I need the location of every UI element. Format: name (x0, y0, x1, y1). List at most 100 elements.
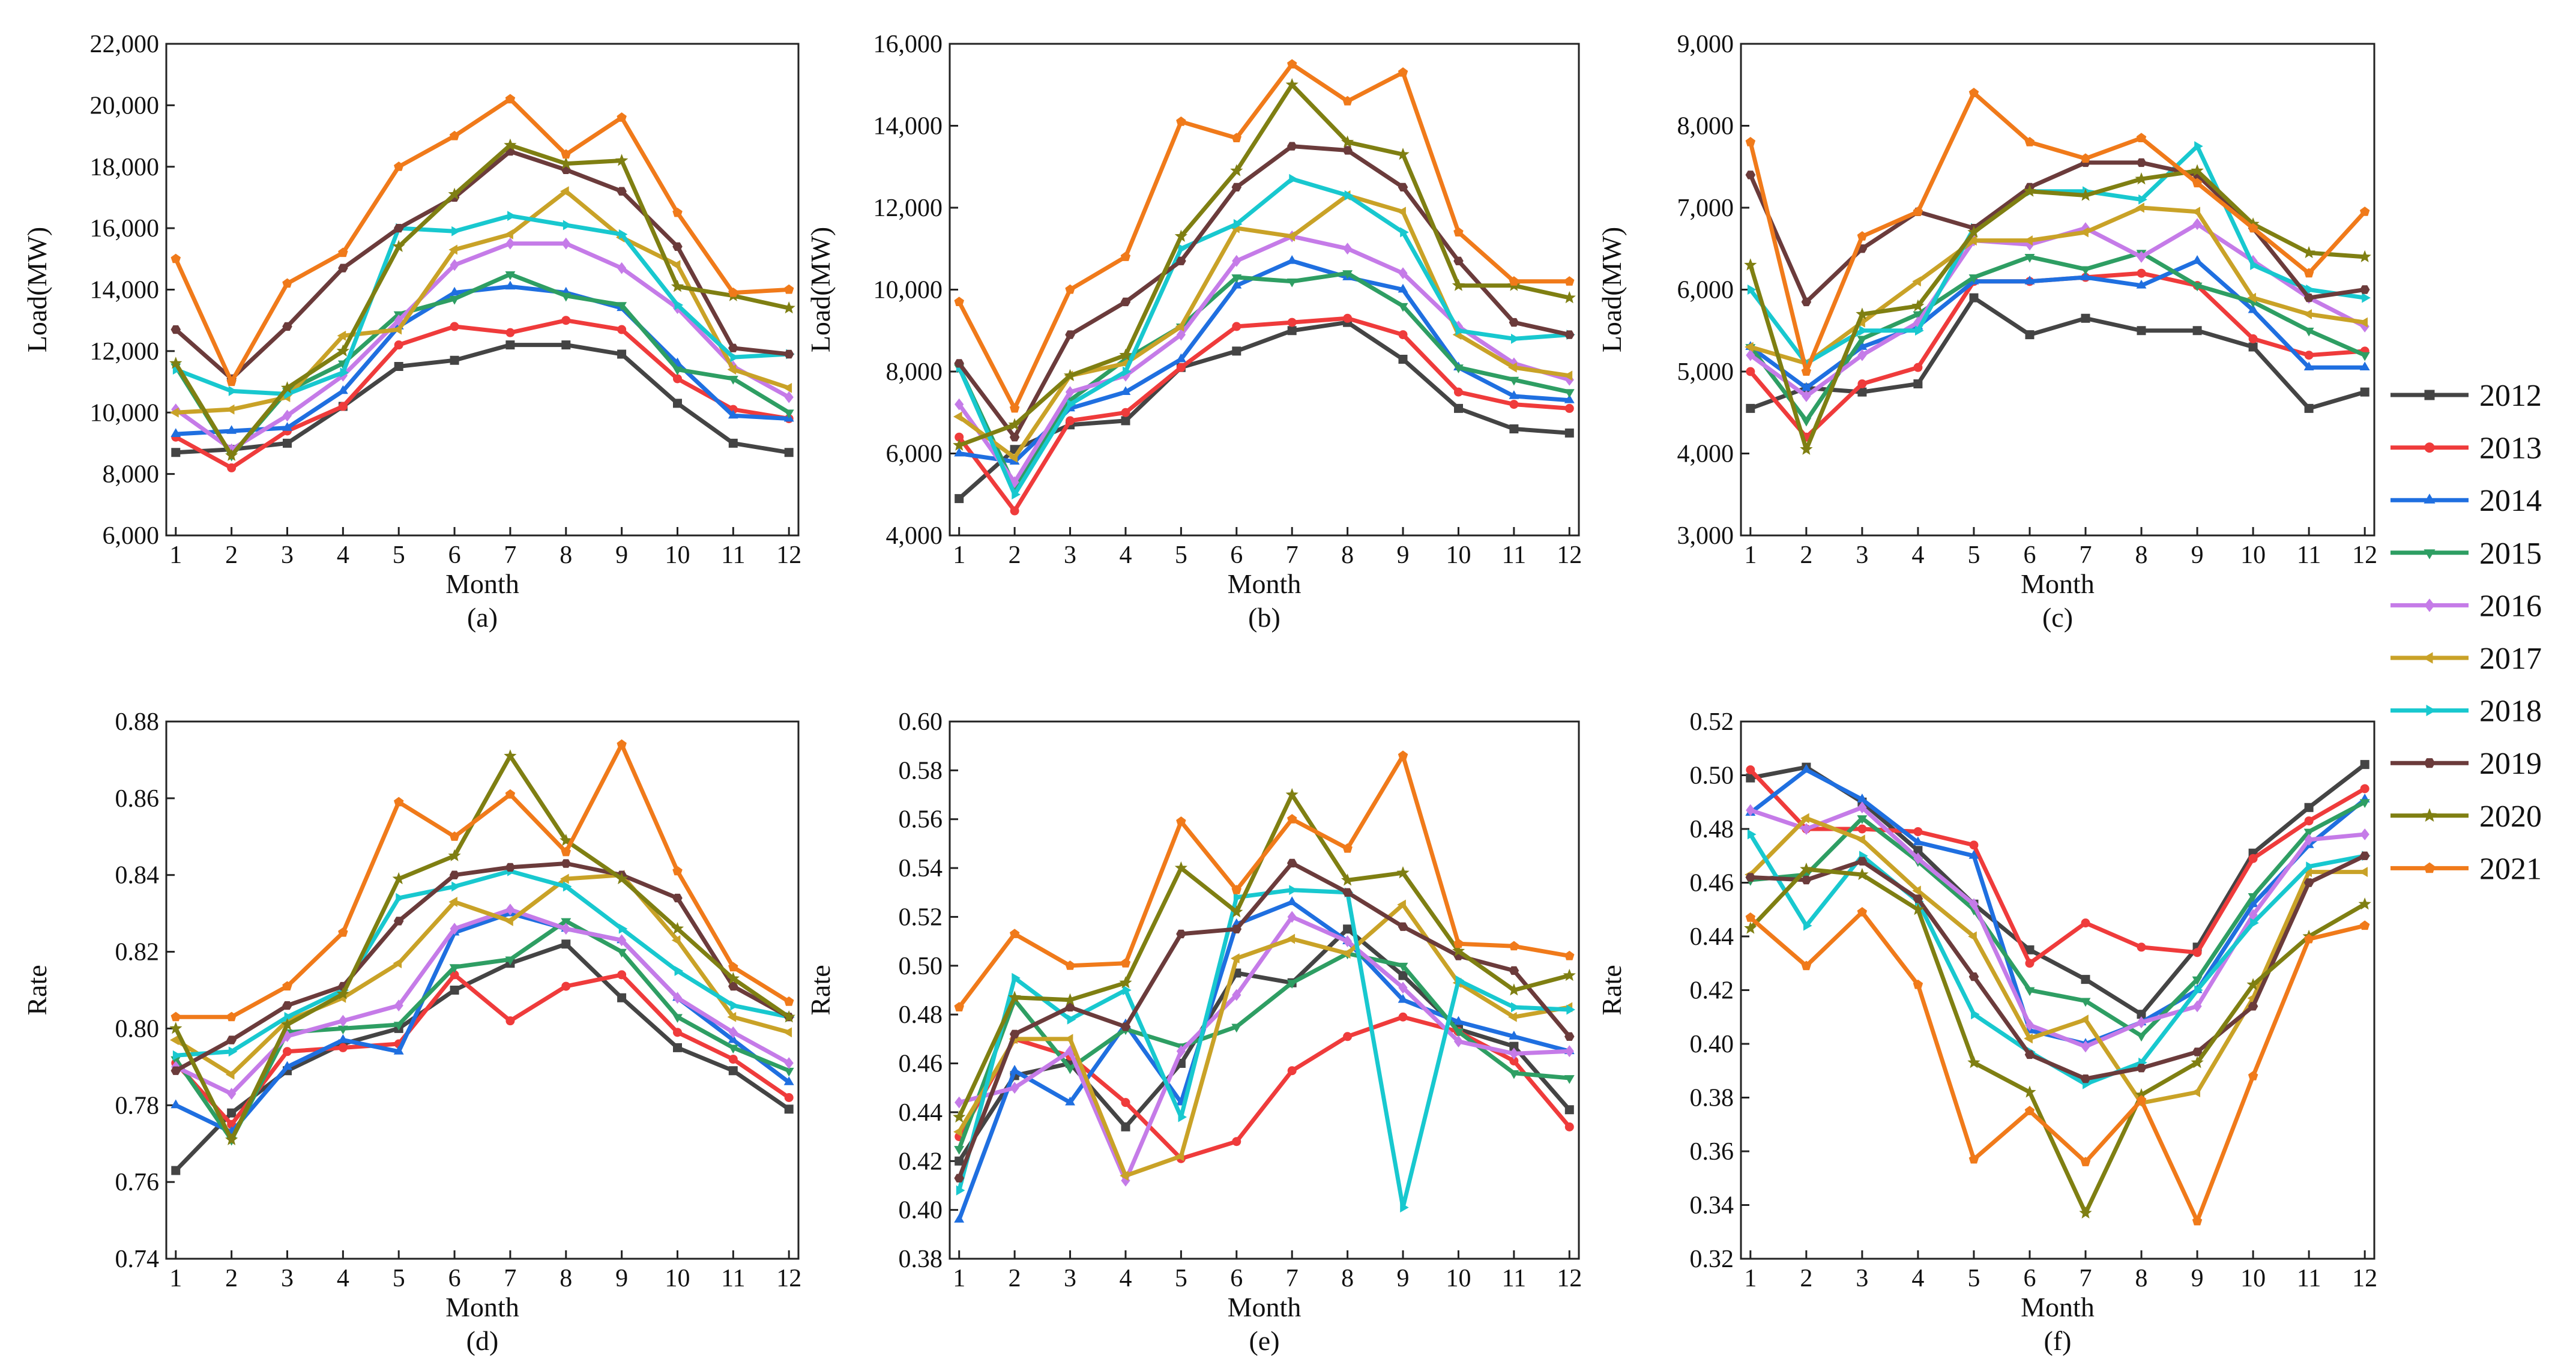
data-point (2080, 266, 2091, 276)
data-point (227, 463, 237, 472)
data-point (783, 1067, 794, 1077)
data-point (1912, 276, 1921, 287)
series-line (958, 320, 1570, 501)
data-point (2247, 292, 2256, 303)
data-point (782, 1010, 795, 1023)
legend-entry: 2014 (2390, 484, 2542, 518)
data-point (1119, 348, 1132, 361)
data-point (1800, 862, 1813, 875)
x-tick-label: 9 (2191, 541, 2204, 569)
data-point (1063, 993, 1077, 1005)
y-tick-label: 4,000 (1677, 441, 1734, 468)
data-point (393, 917, 404, 926)
data-point (1509, 1047, 1519, 1060)
data-point (282, 422, 292, 431)
data-point (727, 1011, 737, 1022)
y-tick-label: 6,000 (886, 441, 943, 468)
series-2020 (953, 78, 1576, 451)
series-line (958, 915, 1570, 1183)
data-point (2137, 942, 2146, 952)
data-point (617, 970, 627, 980)
series-2020 (1744, 164, 2371, 455)
data-point (1233, 892, 1243, 903)
data-point (617, 349, 627, 359)
data-point (673, 1043, 682, 1052)
series-2021 (170, 94, 794, 387)
data-point (1509, 941, 1519, 951)
data-point (2024, 1106, 2035, 1115)
x-tick-label: 4 (337, 1265, 349, 1292)
x-tick-label: 6 (2023, 1265, 2036, 1292)
data-point (1509, 1041, 1519, 1051)
data-point (504, 138, 517, 151)
data-point (954, 1002, 964, 1011)
legend-marker (2424, 549, 2436, 559)
data-point (2359, 920, 2370, 930)
series-line (957, 144, 1570, 439)
data-point (169, 407, 179, 418)
data-point (2304, 816, 2314, 826)
panel-d: 0.740.760.780.800.820.840.860.881 2 3 4 5 6 7 8… (22, 708, 801, 1356)
series-line (174, 873, 790, 1077)
legend: 2012 2013 2014 2015 2016 2017 2018 2019 2020 2021 (2390, 379, 2542, 886)
x-tick-label: 7 (2080, 1265, 2092, 1292)
data-point (1121, 416, 1130, 426)
series-line (175, 318, 789, 470)
data-point (1010, 1082, 1019, 1094)
data-point (1509, 390, 1519, 399)
legend-label: 2012 (2479, 379, 2542, 413)
data-point (393, 958, 402, 969)
data-point (1342, 888, 1353, 897)
data-point (1231, 133, 1241, 142)
y-axis-title: Rate (1596, 965, 1627, 1015)
data-point (615, 872, 629, 885)
data-point (1802, 823, 1811, 835)
data-point (1287, 326, 1297, 336)
data-point (1511, 1002, 1520, 1013)
series-2021 (1745, 88, 2370, 376)
y-tick-label: 0.76 (115, 1169, 160, 1196)
data-point (2191, 1087, 2200, 1097)
data-point (504, 749, 517, 762)
x-tick-label: 2 (1009, 541, 1021, 569)
data-point (1913, 827, 1923, 836)
data-point (338, 247, 348, 258)
data-point (394, 161, 404, 171)
data-point (2359, 799, 2370, 808)
y-tick-label: 0.38 (1690, 1085, 1734, 1112)
data-point (1175, 321, 1184, 332)
data-point (1230, 164, 1243, 176)
data-point (561, 859, 572, 868)
data-point (728, 1034, 738, 1043)
x-tick-label: 8 (560, 1265, 572, 1292)
data-point (1857, 907, 1868, 917)
data-point (1341, 135, 1354, 148)
data-point (617, 112, 627, 122)
data-point (2248, 1071, 2258, 1080)
data-point (563, 881, 572, 892)
data-point (2191, 206, 2200, 217)
x-tick-label: 6 (1230, 1265, 1243, 1292)
x-tick-label: 10 (2240, 1265, 2266, 1292)
data-point (1969, 293, 1979, 303)
x-tick-label: 7 (2080, 541, 2092, 569)
data-point (1801, 366, 1812, 376)
data-point (2359, 867, 2368, 878)
data-point (560, 186, 569, 197)
data-point (1175, 1151, 1184, 1162)
data-point (449, 831, 460, 841)
data-point (171, 448, 181, 457)
data-point (728, 287, 738, 297)
data-point (1120, 252, 1131, 261)
y-tick-label: 0.82 (115, 939, 160, 966)
data-point (672, 374, 682, 384)
data-point (617, 739, 627, 749)
y-tick-label: 0.60 (899, 708, 943, 736)
series-line (175, 742, 791, 1019)
data-point (1455, 975, 1465, 986)
data-point (2359, 851, 2370, 860)
data-point (449, 964, 460, 973)
data-point (2358, 897, 2371, 910)
data-point (1285, 78, 1299, 91)
data-point (730, 352, 740, 363)
